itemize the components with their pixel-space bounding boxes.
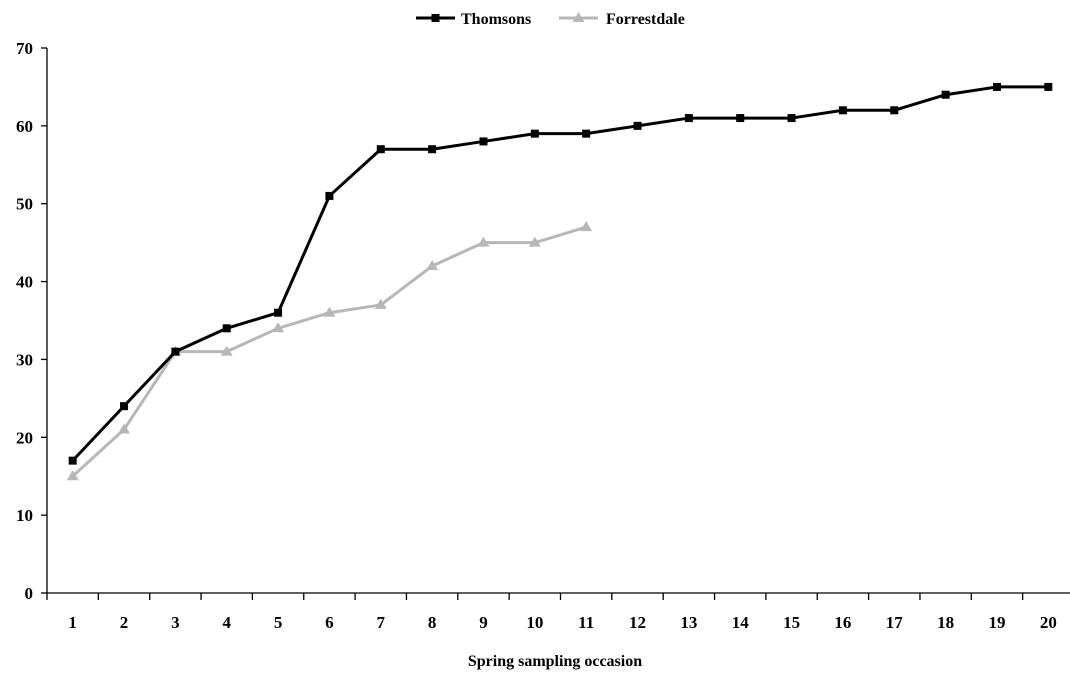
data-point-thomsons — [274, 308, 283, 317]
data-point-thomsons — [1044, 82, 1053, 91]
y-tick-label: 50 — [16, 195, 33, 214]
legend-label-forrestdale: Forrestdale — [606, 11, 685, 28]
data-point-thomsons — [941, 90, 950, 99]
legend: Thomsons Forrestdale — [416, 11, 685, 28]
data-point-forrestdale — [374, 298, 387, 309]
legend-item-forrestdale: Forrestdale — [559, 11, 685, 28]
series-line-thomsons — [71, 85, 1049, 462]
x-tick-label: 2 — [120, 613, 129, 632]
x-tick-label: 10 — [526, 613, 543, 632]
x-tick-label: 13 — [680, 613, 697, 632]
y-tick-label: 60 — [16, 117, 33, 136]
data-point-thomsons — [838, 106, 847, 115]
x-tick-label: 17 — [886, 613, 904, 632]
x-tick-label: 19 — [988, 613, 1005, 632]
data-point-thomsons — [633, 121, 642, 130]
y-tick-label: 0 — [25, 584, 34, 603]
x-tick-label: 18 — [937, 613, 954, 632]
data-point-forrestdale — [323, 306, 336, 317]
data-point-thomsons — [120, 402, 129, 411]
x-tick-label: 1 — [68, 613, 77, 632]
x-axis: 1 2 3 4 5 6 7 8 9 10 11 12 13 14 15 16 17 18 19 20 — [46, 592, 1070, 632]
y-tick-label: 70 — [16, 39, 33, 58]
x-tick-label: 6 — [325, 613, 334, 632]
y-axis: 0 10 20 30 40 50 60 70 — [16, 39, 48, 603]
legend-marker-thomsons — [431, 14, 440, 22]
x-tick-label: 8 — [428, 613, 437, 632]
data-point-thomsons — [684, 114, 693, 123]
x-tick-label: 16 — [834, 613, 851, 632]
x-tick-label: 3 — [171, 613, 180, 632]
data-point-thomsons — [992, 82, 1001, 91]
data-point-thomsons — [787, 114, 796, 123]
data-point-thomsons — [325, 191, 334, 200]
x-tick-label: 15 — [783, 613, 800, 632]
y-tick-label: 40 — [16, 273, 33, 292]
series-layer — [66, 82, 1053, 481]
legend-label-thomsons: Thomsons — [461, 11, 531, 28]
data-point-forrestdale — [66, 470, 79, 481]
data-point-thomsons — [171, 347, 180, 356]
data-point-thomsons — [222, 324, 231, 333]
data-point-forrestdale — [580, 221, 593, 232]
data-point-forrestdale — [220, 345, 233, 356]
data-point-thomsons — [376, 145, 385, 154]
x-axis-title: Spring sampling occasion — [468, 653, 642, 670]
data-point-forrestdale — [477, 236, 490, 247]
data-point-forrestdale — [426, 260, 439, 270]
series-line-forrestdale — [71, 225, 587, 478]
x-tick-label: 12 — [629, 613, 646, 632]
legend-marker-forrestdale — [572, 12, 585, 22]
data-point-thomsons — [736, 114, 745, 123]
x-tick-label: 11 — [578, 613, 594, 632]
legend-item-thomsons: Thomsons — [416, 11, 531, 28]
data-point-thomsons — [530, 129, 539, 138]
series-thomsons — [68, 82, 1053, 465]
data-point-thomsons — [68, 456, 77, 465]
x-tick-label: 9 — [479, 613, 488, 632]
data-point-forrestdale — [272, 322, 285, 333]
x-tick-label: 7 — [377, 613, 386, 632]
data-point-forrestdale — [118, 423, 131, 434]
data-point-thomsons — [582, 129, 591, 138]
x-tick-label: 14 — [732, 613, 750, 632]
data-point-thomsons — [479, 137, 488, 146]
data-point-thomsons — [890, 106, 899, 115]
data-point-thomsons — [428, 145, 437, 154]
x-tick-label: 4 — [222, 613, 231, 632]
data-point-forrestdale — [528, 236, 541, 247]
x-tick-label: 5 — [274, 613, 283, 632]
x-tick-label: 20 — [1040, 613, 1057, 632]
series-forrestdale — [66, 221, 593, 481]
y-tick-label: 10 — [16, 506, 33, 525]
y-tick-label: 30 — [16, 350, 33, 369]
y-tick-label: 20 — [16, 428, 33, 447]
